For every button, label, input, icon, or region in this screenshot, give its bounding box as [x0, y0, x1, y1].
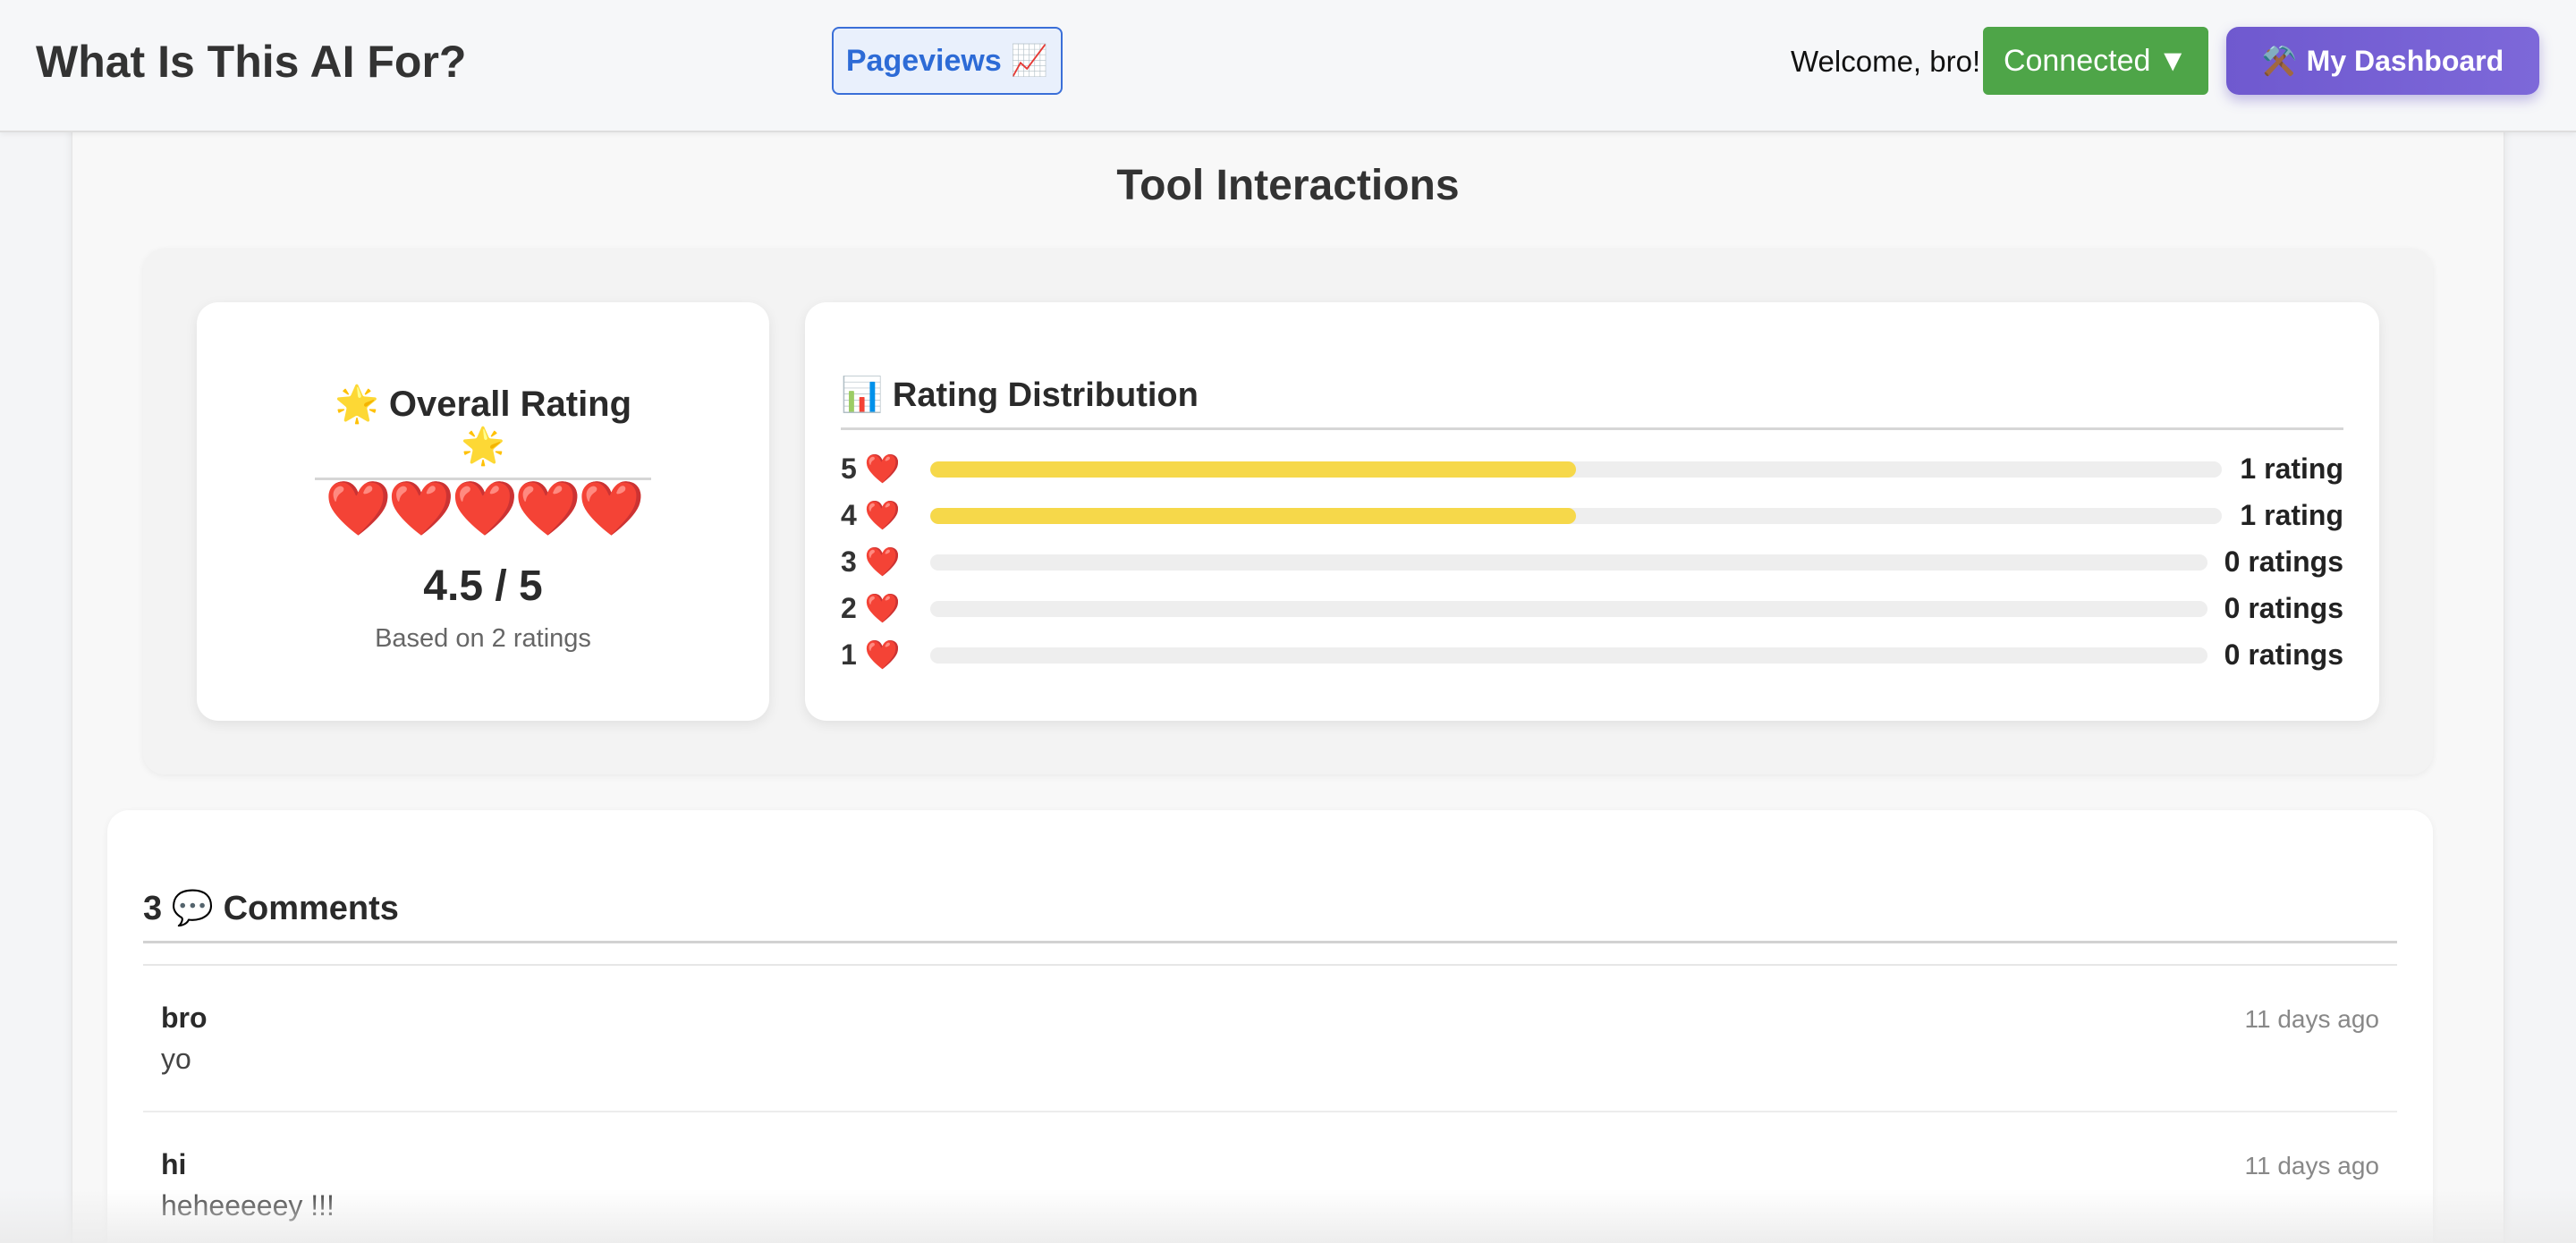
distribution-count: 1 rating	[2240, 452, 2343, 485]
distribution-count: 1 rating	[2240, 499, 2343, 531]
comment-text: yo	[161, 1043, 191, 1075]
distribution-count: 0 ratings	[2224, 638, 2343, 671]
distribution-row-2: 2 ❤️ 0 ratings	[841, 588, 2343, 628]
distribution-bar-fill	[930, 461, 1576, 478]
comments-card: 3 💬 Comments bro 11 days ago yo hi 11 da…	[107, 810, 2433, 1243]
distribution-bar-track	[930, 647, 2207, 664]
comment-item: bro 11 days ago yo	[143, 966, 2397, 1112]
distribution-count: 0 ratings	[2224, 592, 2343, 624]
comment-timestamp: 11 days ago	[2244, 1152, 2380, 1180]
distribution-count: 0 ratings	[2224, 545, 2343, 578]
distribution-label: 4 ❤️	[841, 499, 901, 531]
welcome-text: Welcome, bro!	[1791, 45, 1981, 78]
hammer-pick-icon: ⚒️	[2261, 45, 2298, 77]
distribution-bar-track	[930, 554, 2207, 571]
distribution-bar-track	[930, 601, 2207, 617]
pageviews-button[interactable]: Pageviews 📈	[832, 27, 1063, 95]
distribution-label: 5 ❤️	[841, 452, 901, 485]
distribution-row-5: 5 ❤️ 1 rating	[841, 449, 2343, 488]
pageviews-label: Pageviews	[845, 43, 1002, 78]
dashboard-label: My Dashboard	[2306, 44, 2504, 77]
section-title: Tool Interactions	[1116, 162, 1460, 209]
site-title[interactable]: What Is This AI For?	[36, 37, 467, 87]
comments-title: 3 💬 Comments	[143, 889, 2397, 943]
overall-rating-card: 🌟 Overall Rating 🌟 ❤️❤️❤️❤️❤️ 4.5 / 5 Ba…	[197, 302, 769, 721]
distribution-row-4: 4 ❤️ 1 rating	[841, 495, 2343, 535]
distribution-bar-track	[930, 508, 2222, 524]
distribution-label: 1 ❤️	[841, 638, 901, 671]
rating-distribution-title: 📊 Rating Distribution	[841, 376, 2343, 430]
rating-distribution-card: 📊 Rating Distribution 5 ❤️ 1 rating 4 ❤️…	[805, 302, 2379, 721]
comment-author[interactable]: hi	[161, 1148, 187, 1180]
comment-timestamp: 11 days ago	[2244, 1005, 2380, 1033]
distribution-bar-track	[930, 461, 2222, 478]
comment-item: hi 11 days ago heheeeeey !!!	[143, 1112, 2397, 1243]
overall-rating-title: 🌟 Overall Rating 🌟	[315, 383, 651, 480]
comments-divider	[143, 964, 2397, 966]
comment-author[interactable]: bro	[161, 1002, 208, 1034]
top-header: What Is This AI For? Pageviews 📈 Welcome…	[0, 0, 2576, 132]
comment-text: heheeeeey !!!	[161, 1189, 335, 1222]
heart-rating-icons: ❤️❤️❤️❤️❤️	[325, 478, 645, 538]
connected-dropdown-button[interactable]: Connected ▼	[1983, 27, 2208, 95]
distribution-row-1: 1 ❤️ 0 ratings	[841, 635, 2343, 674]
overall-score: 4.5 / 5	[423, 562, 543, 610]
distribution-bar-fill	[930, 508, 1576, 524]
my-dashboard-button[interactable]: ⚒️ My Dashboard	[2226, 27, 2539, 95]
connected-label: Connected	[2003, 43, 2151, 78]
caret-down-icon: ▼	[2157, 43, 2189, 78]
distribution-label: 3 ❤️	[841, 545, 901, 578]
rating-count-text: Based on 2 ratings	[375, 624, 591, 653]
distribution-label: 2 ❤️	[841, 592, 901, 624]
chart-up-icon: 📈	[1010, 44, 1049, 78]
distribution-row-3: 3 ❤️ 0 ratings	[841, 542, 2343, 581]
